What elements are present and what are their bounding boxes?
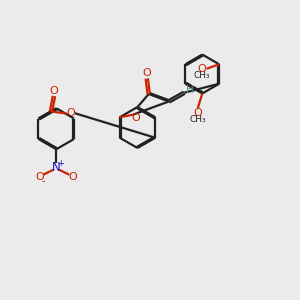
Text: O: O xyxy=(198,64,206,74)
Text: O: O xyxy=(35,172,44,182)
Text: CH₃: CH₃ xyxy=(189,115,206,124)
Text: -: - xyxy=(41,176,45,186)
Text: O: O xyxy=(68,172,77,182)
Text: O: O xyxy=(194,108,202,118)
Text: O: O xyxy=(66,108,75,118)
Text: N: N xyxy=(52,161,61,174)
Text: CH₃: CH₃ xyxy=(194,71,210,80)
Text: O: O xyxy=(50,86,58,97)
Text: H: H xyxy=(186,85,194,95)
Text: +: + xyxy=(57,159,64,168)
Text: O: O xyxy=(142,68,151,79)
Text: O: O xyxy=(132,113,141,123)
